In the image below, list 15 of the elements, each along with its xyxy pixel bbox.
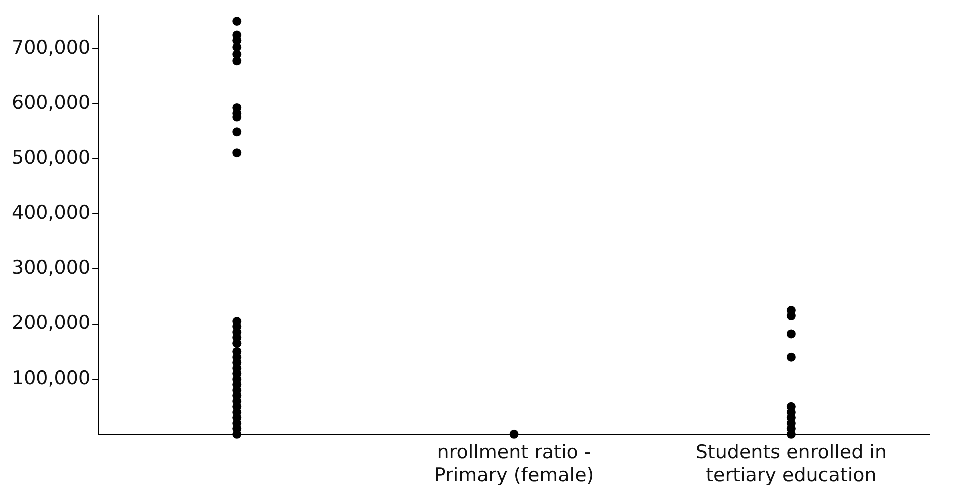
y-tick-label: 700,000 (12, 36, 91, 59)
x-tick-label: Students enrolled in tertiary education (696, 442, 888, 487)
point (786, 330, 796, 339)
point (232, 17, 242, 26)
y-tick-label: 300,000 (12, 257, 91, 280)
point (232, 128, 242, 137)
y-tick-label: 200,000 (12, 312, 91, 334)
y-tick-label: 600,000 (12, 92, 91, 114)
y-tick-label: 500,000 (12, 147, 91, 170)
point (786, 352, 796, 362)
point (232, 148, 242, 158)
point (510, 430, 519, 439)
y-tick-label: 400,000 (12, 202, 91, 224)
y-tick-label: 100,000 (12, 367, 91, 390)
x-tick-label: nrollment ratio - Primary (female) (434, 442, 594, 487)
